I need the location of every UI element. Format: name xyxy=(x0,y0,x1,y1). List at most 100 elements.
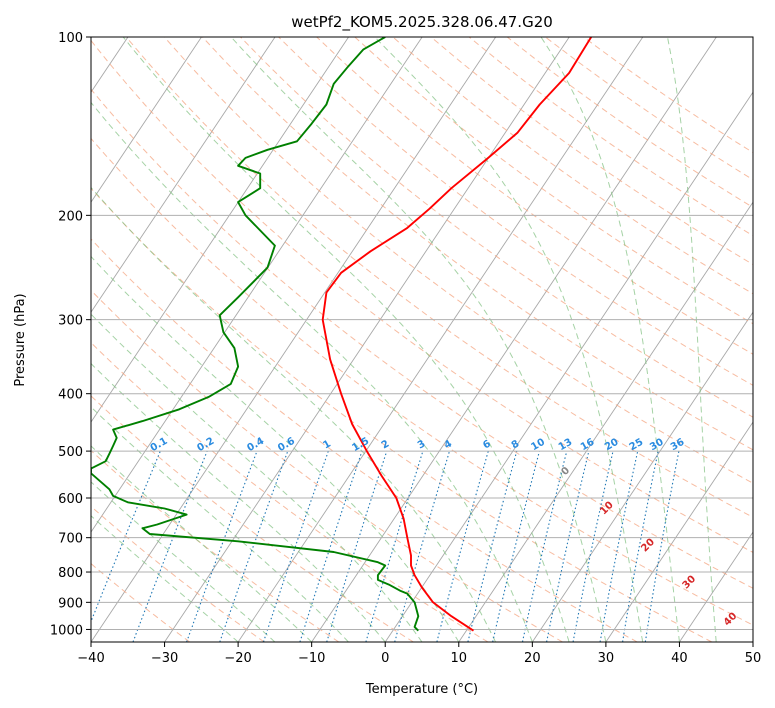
background-lines xyxy=(91,37,753,642)
dry-adiabat-line xyxy=(430,37,753,266)
mixing-ratio-label: 6 xyxy=(481,438,493,451)
plot-frame xyxy=(90,36,754,643)
isotherm-line xyxy=(458,201,753,642)
temperature-line xyxy=(321,37,593,632)
y-tick-label: 500 xyxy=(58,445,83,460)
isotherm-line xyxy=(531,311,753,642)
y-tick-label: 1000 xyxy=(50,623,83,638)
adiabat-label: 30 xyxy=(681,574,699,592)
x-tick-label: 0 xyxy=(381,651,389,666)
y-tick-label: 700 xyxy=(58,532,83,547)
dewpoint-line xyxy=(91,37,420,632)
moist-adiabat-line xyxy=(91,515,239,642)
isotherm-line xyxy=(91,37,276,313)
y-tick-label: 400 xyxy=(58,388,83,403)
moist-adiabat-line xyxy=(667,37,717,642)
isotherm-line xyxy=(91,37,497,642)
y-tick-label: 300 xyxy=(58,314,83,329)
dry-adiabat-line xyxy=(163,37,753,484)
moist-adiabat-line xyxy=(91,186,497,642)
mixing-ratio-line xyxy=(436,450,489,642)
isotherm-line xyxy=(91,37,349,423)
x-tick-label: 10 xyxy=(451,651,468,666)
moist-adiabat-line xyxy=(230,37,607,642)
moist-adiabat-line xyxy=(91,406,349,642)
moist-adiabat-line xyxy=(91,481,276,642)
dry-adiabat-line xyxy=(91,39,753,553)
mixing-ratio-line xyxy=(599,450,639,642)
x-tick-label: 40 xyxy=(671,651,688,666)
y-axis-label: Pressure (hPa) xyxy=(13,293,28,386)
mixing-ratio-line xyxy=(299,450,363,642)
x-tick-label: −10 xyxy=(298,651,325,666)
x-axis: −40 −30 −20 −10 0 10 20 30 40 50 xyxy=(77,642,761,666)
moist-adiabat-line xyxy=(91,362,386,642)
y-tick-label: 100 xyxy=(58,31,83,46)
y-tick-label: 600 xyxy=(58,492,83,507)
x-tick-label: −20 xyxy=(224,651,251,666)
moist-adiabat-line xyxy=(91,255,460,642)
mixing-ratio-line xyxy=(262,450,329,642)
mixing-ratio-line xyxy=(132,450,208,642)
x-tick-label: −40 xyxy=(77,651,104,666)
isotherm-line xyxy=(605,421,753,642)
y-axis: 1000 900 800 700 600 500 400 300 200 100 xyxy=(50,31,91,638)
dry-adiabat-line xyxy=(278,37,753,386)
isotherm-line xyxy=(91,37,423,533)
isotherm-line xyxy=(237,37,644,642)
mixing-ratio-label: 8 xyxy=(510,438,522,451)
dry-adiabat-line xyxy=(91,505,265,642)
mixing-ratio-label: 2 xyxy=(380,438,392,451)
isotherm-line xyxy=(311,37,717,642)
x-tick-label: 50 xyxy=(745,651,762,666)
x-tick-label: 30 xyxy=(598,651,615,666)
mixing-ratio-line xyxy=(521,450,568,642)
moist-adiabat-line xyxy=(374,37,644,642)
dry-adiabat-line xyxy=(125,37,753,518)
profile-lines xyxy=(91,37,593,632)
mixing-ratio-line xyxy=(467,450,518,642)
chart-title: wetPf2_KOM5.2025.328.06.47.G20 xyxy=(291,13,553,32)
moist-adiabat-line xyxy=(91,313,423,642)
mixing-ratio-line xyxy=(91,450,161,623)
mixing-ratio-line xyxy=(365,450,424,642)
isotherm-line xyxy=(384,91,753,642)
dry-adiabat-line xyxy=(316,37,753,355)
dry-adiabat-line xyxy=(91,238,638,642)
dry-adiabat-line xyxy=(91,137,753,626)
dry-adiabat-line xyxy=(91,341,489,642)
adiabat-label: 20 xyxy=(639,537,657,555)
mixing-ratio-label: 4 xyxy=(442,438,454,451)
pressure-gridlines xyxy=(91,37,753,630)
dry-adiabat-line xyxy=(91,395,414,642)
mixing-ratio-line xyxy=(326,450,388,642)
x-tick-label: −30 xyxy=(151,651,178,666)
adiabat-label: 40 xyxy=(722,611,740,629)
moist-adiabat-line xyxy=(91,101,533,642)
adiabat-label: 10 xyxy=(598,500,616,518)
y-tick-label: 200 xyxy=(58,209,83,224)
isotherm-line xyxy=(91,37,202,203)
mixing-ratio-line xyxy=(219,450,289,642)
moist-adiabat-line xyxy=(91,445,313,642)
mixing-ratio-line xyxy=(394,450,451,642)
mixing-ratio-line xyxy=(492,450,541,642)
dry-adiabat-line xyxy=(91,187,713,642)
dry-adiabat-line xyxy=(583,37,753,154)
moist-adiabat-line xyxy=(122,37,570,642)
y-tick-label: 800 xyxy=(58,566,83,581)
isotherm-line xyxy=(164,37,570,642)
x-axis-label: Temperature (°C) xyxy=(365,682,478,697)
dry-adiabat-line xyxy=(354,37,753,325)
y-tick-label: 900 xyxy=(58,596,83,611)
mixing-ratio-label: 1 xyxy=(321,438,333,451)
x-tick-label: 20 xyxy=(524,651,541,666)
mixing-ratio-label: 3 xyxy=(416,438,428,451)
dry-adiabat-line xyxy=(91,289,563,642)
dry-adiabat-line xyxy=(91,562,191,642)
dry-adiabat-line xyxy=(240,37,753,418)
mixing-ratio-line xyxy=(546,450,590,642)
moist-adiabat-line xyxy=(540,37,680,642)
mixing-ratio-line xyxy=(186,450,258,642)
